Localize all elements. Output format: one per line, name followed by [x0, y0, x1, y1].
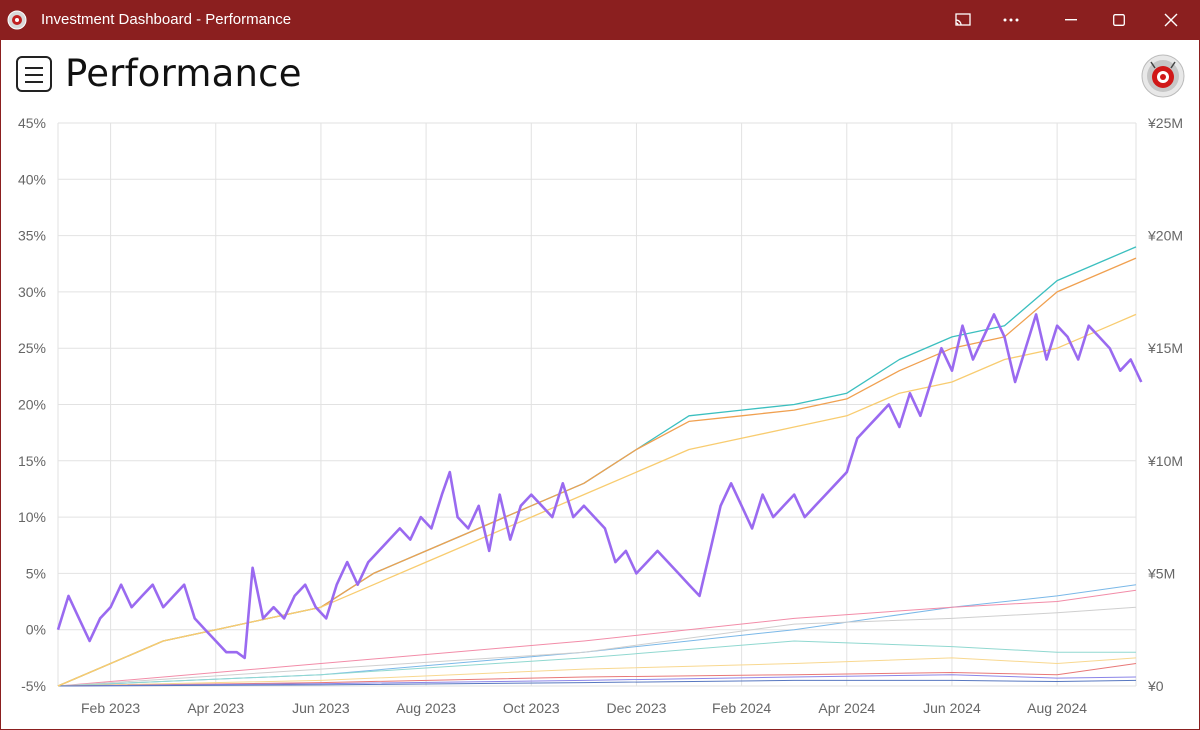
chart-series [56, 246, 1143, 687]
y-left-tick-label: -5% [21, 678, 46, 694]
app-logo-avatar[interactable] [1141, 54, 1185, 98]
cast-icon[interactable] [940, 0, 986, 40]
performance-chart: 45% 40% 35% 30% 25% 20% 15% 10% 5% 0% -5% ¥25M ¥20M… [18, 115, 1183, 716]
main-content: Performance 45% 40% 35% 30% 25% 20% 15% 10% 5% 0%… [1, 40, 1199, 729]
y-left-tick-label: 40% [18, 171, 46, 187]
y-left-tick-label: 30% [18, 284, 46, 300]
more-icon[interactable] [988, 0, 1034, 40]
x-tick-label: Feb 2023 [81, 700, 140, 716]
y-left-tick-label: 5% [26, 565, 46, 581]
x-tick-label: Apr 2024 [818, 700, 875, 716]
series-line-holding_yellow2 [57, 657, 1137, 687]
series-line-holding_purple2 [57, 674, 1137, 687]
series-line-holding_darkblue [57, 679, 1137, 687]
y-left-tick-label: 25% [18, 340, 46, 356]
title-bar: Investment Dashboard - Performance [0, 0, 1200, 40]
window-title: Investment Dashboard - Performance [41, 11, 292, 28]
chart-grid [57, 122, 1137, 687]
page-title: Performance [65, 52, 302, 95]
series-line-yellow_benchmark [57, 313, 1137, 687]
y-axis-right: ¥25M ¥20M ¥15M ¥10M ¥5M ¥0 [1147, 115, 1183, 694]
maximize-icon[interactable] [1096, 0, 1142, 40]
y-left-tick-label: 0% [26, 622, 46, 638]
hamburger-menu-icon[interactable] [16, 56, 52, 92]
app-icon [7, 10, 27, 30]
series-line-holding_gray [57, 606, 1137, 687]
x-tick-label: Aug 2024 [1027, 700, 1087, 716]
series-line-orange_benchmark [57, 257, 1137, 687]
x-tick-label: Aug 2023 [396, 700, 456, 716]
y-right-tick-label: ¥25M [1147, 115, 1183, 131]
x-tick-label: Jun 2024 [923, 700, 981, 716]
x-tick-label: Apr 2023 [187, 700, 244, 716]
y-right-tick-label: ¥15M [1147, 340, 1183, 356]
series-line-holding_red2 [57, 663, 1137, 687]
x-tick-label: Feb 2024 [712, 700, 771, 716]
close-icon[interactable] [1148, 0, 1194, 40]
y-right-tick-label: ¥20M [1147, 228, 1183, 244]
y-left-tick-label: 15% [18, 453, 46, 469]
minimize-icon[interactable] [1048, 0, 1094, 40]
series-line-holding_pink [57, 589, 1137, 687]
x-tick-label: Jun 2023 [292, 700, 350, 716]
series-line-portfolio_return [56, 313, 1143, 660]
y-axis-left: 45% 40% 35% 30% 25% 20% 15% 10% 5% 0% -5% [18, 115, 46, 694]
y-left-tick-label: 10% [18, 509, 46, 525]
x-tick-label: Dec 2023 [606, 700, 666, 716]
y-left-tick-label: 45% [18, 115, 46, 131]
y-right-tick-label: ¥10M [1147, 453, 1183, 469]
y-left-tick-label: 20% [18, 397, 46, 413]
series-line-teal_benchmark [57, 246, 1137, 687]
y-left-tick-label: 35% [18, 228, 46, 244]
series-line-holding_blue [57, 584, 1137, 687]
x-tick-label: Oct 2023 [503, 700, 560, 716]
y-right-tick-label: ¥0 [1147, 678, 1164, 694]
series-line-holding_teal2 [57, 640, 1136, 687]
y-right-tick-label: ¥5M [1147, 565, 1175, 581]
x-axis: Feb 2023 Apr 2023 Jun 2023 Aug 2023 Oct 2023… [81, 700, 1087, 716]
